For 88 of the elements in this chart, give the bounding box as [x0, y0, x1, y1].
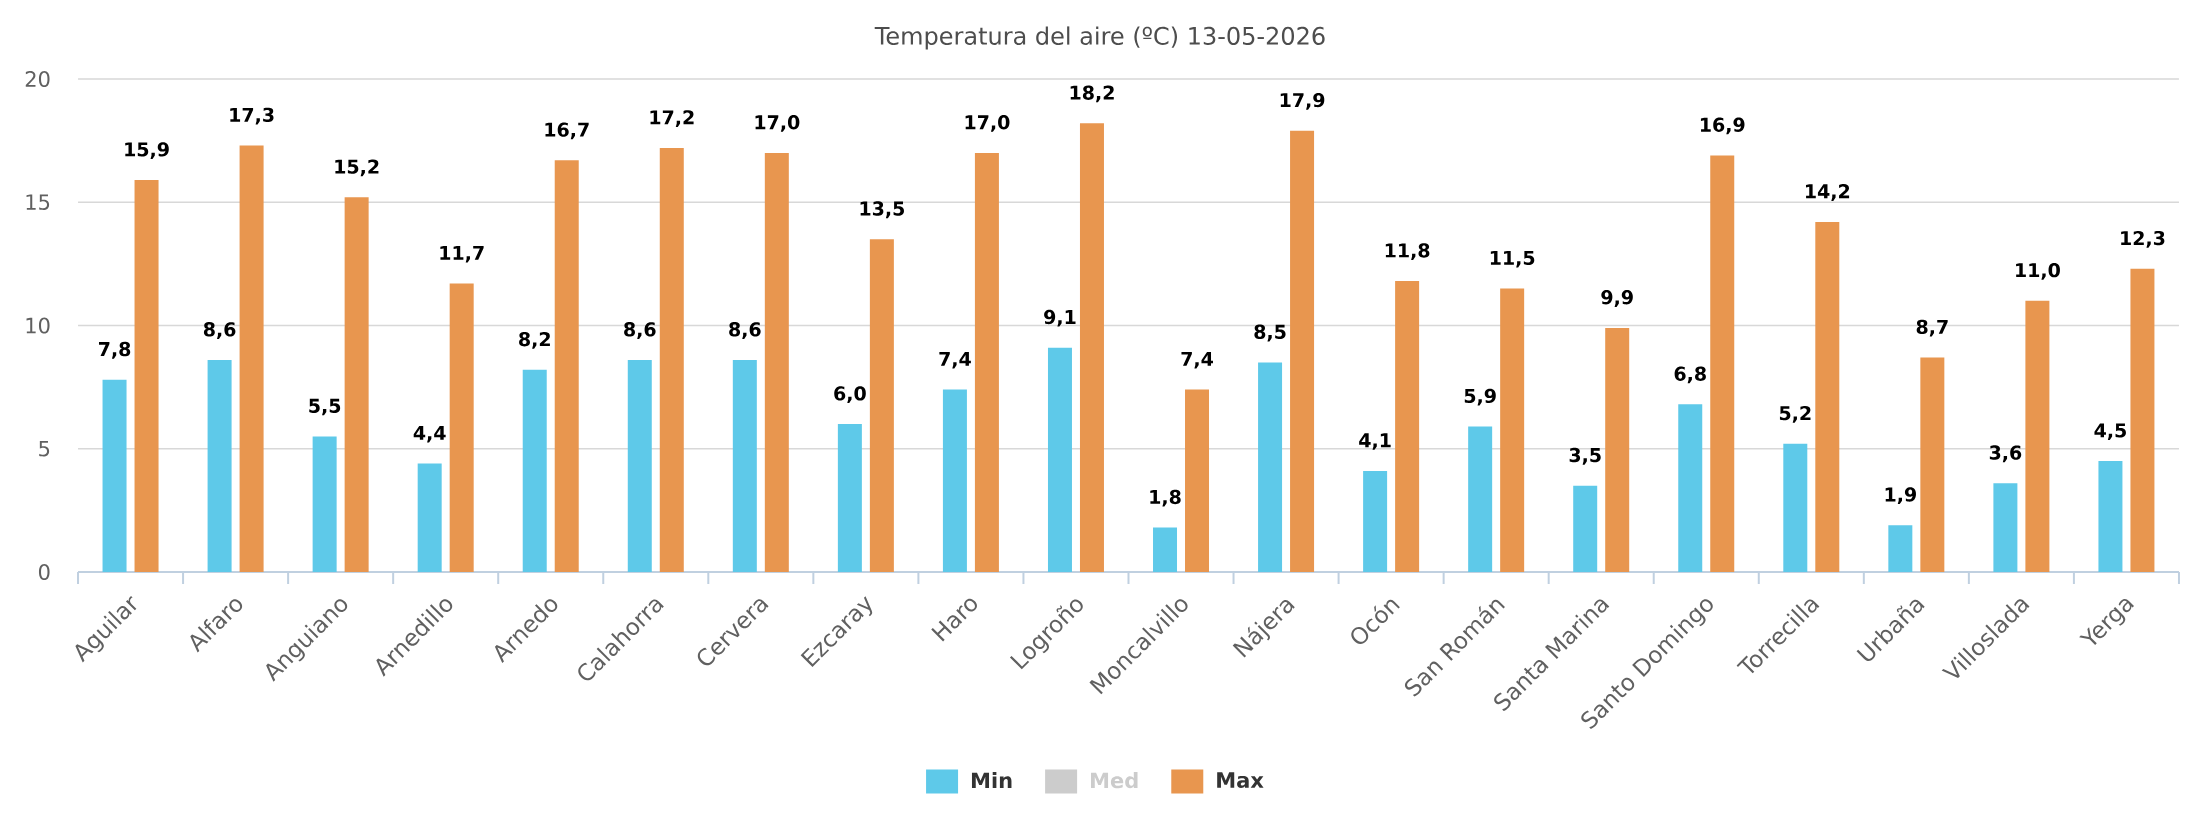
- bar: [1605, 327, 1630, 572]
- bar: [522, 369, 547, 572]
- y-tick-label: 0: [38, 564, 50, 580]
- bar: [207, 360, 232, 572]
- y-tick-label: 15: [26, 194, 50, 211]
- data-label: 1,8: [1150, 489, 1181, 507]
- data-label: 3,5: [1569, 447, 1601, 465]
- bar: [1888, 525, 1913, 572]
- data-label: 8,7: [1916, 319, 1948, 337]
- data-label: 11,7: [440, 245, 484, 263]
- legend-label: Min: [971, 772, 1012, 788]
- data-label: 17,3: [230, 107, 274, 125]
- bar: [554, 160, 579, 572]
- data-label: 1,9: [1885, 487, 1916, 505]
- bar: [732, 360, 757, 572]
- bar: [239, 145, 264, 572]
- bar: [1710, 155, 1735, 572]
- bar: [1185, 389, 1210, 572]
- data-label: 5,2: [1779, 405, 1811, 423]
- data-label: 17,0: [965, 115, 1010, 132]
- bar: [1153, 527, 1178, 572]
- bar: [1815, 221, 1840, 572]
- data-label: 8,6: [729, 322, 761, 339]
- bar: [1468, 426, 1493, 572]
- bar: [837, 424, 862, 572]
- bar: [134, 180, 159, 572]
- data-label: 7,4: [1181, 351, 1213, 369]
- data-label: 8,6: [624, 322, 656, 339]
- bar: [627, 360, 652, 572]
- data-label: 4,5: [2094, 423, 2126, 440]
- bar: [1363, 470, 1388, 572]
- bar: [1573, 485, 1598, 572]
- data-label: 9,1: [1044, 309, 1076, 327]
- data-label: 5,5: [309, 398, 341, 416]
- bar: [417, 463, 442, 572]
- bar: [102, 379, 127, 572]
- bar: [1290, 130, 1315, 572]
- data-label: 6,8: [1674, 366, 1706, 384]
- bar: [1258, 362, 1283, 572]
- bar: [1783, 443, 1808, 572]
- data-label: 8,5: [1254, 324, 1286, 342]
- data-label: 4,4: [413, 425, 446, 443]
- data-label: 9,9: [1601, 290, 1633, 307]
- y-tick-label: 10: [26, 317, 50, 334]
- data-label: 11,0: [2016, 262, 2060, 280]
- bar: [1993, 483, 2018, 572]
- data-label: 11,8: [1385, 243, 1430, 261]
- data-label: 13,5: [860, 201, 904, 219]
- bar: [659, 148, 684, 572]
- data-label: 6,0: [834, 386, 866, 404]
- data-label: 7,8: [99, 341, 131, 359]
- bar: [1500, 288, 1525, 572]
- bar: [869, 239, 894, 572]
- data-label: 15,9: [125, 142, 169, 159]
- data-label: 11,5: [1490, 250, 1535, 268]
- bar: [1047, 347, 1072, 572]
- bar: [1395, 281, 1420, 572]
- data-label: 15,2: [335, 159, 379, 177]
- data-label: 8,2: [519, 331, 550, 349]
- bar: [2130, 268, 2155, 572]
- legend-label: Max: [1217, 772, 1264, 788]
- bar: [764, 152, 789, 572]
- data-label: 7,4: [939, 351, 971, 369]
- data-label: 17,2: [650, 110, 694, 127]
- data-label: 14,2: [1805, 184, 1850, 201]
- data-label: 17,9: [1280, 92, 1325, 110]
- bar: [1678, 404, 1703, 572]
- bar: [449, 283, 474, 572]
- data-label: 16,9: [1700, 117, 1745, 135]
- data-label: 5,9: [1464, 388, 1496, 406]
- chart-title: Temperatura del aire (ºC) 13-05-2026: [874, 26, 1325, 50]
- bar: [1079, 123, 1104, 572]
- y-tick-label: 5: [39, 440, 50, 457]
- data-label: 17,0: [755, 115, 800, 132]
- bar: [2098, 461, 2123, 572]
- data-label: 3,6: [1989, 445, 2022, 463]
- y-tick-label: 20: [25, 71, 50, 87]
- bar: [942, 389, 967, 572]
- data-label: 4,1: [1359, 433, 1391, 450]
- data-label: 8,6: [203, 322, 236, 339]
- bar: [1920, 357, 1945, 572]
- bar: [2025, 300, 2050, 572]
- bar: [312, 436, 337, 572]
- data-label: 12,3: [2121, 230, 2165, 248]
- data-label: 16,7: [545, 122, 589, 140]
- bar: [344, 197, 369, 572]
- data-label: 18,2: [1070, 85, 1114, 103]
- bar: [974, 152, 999, 572]
